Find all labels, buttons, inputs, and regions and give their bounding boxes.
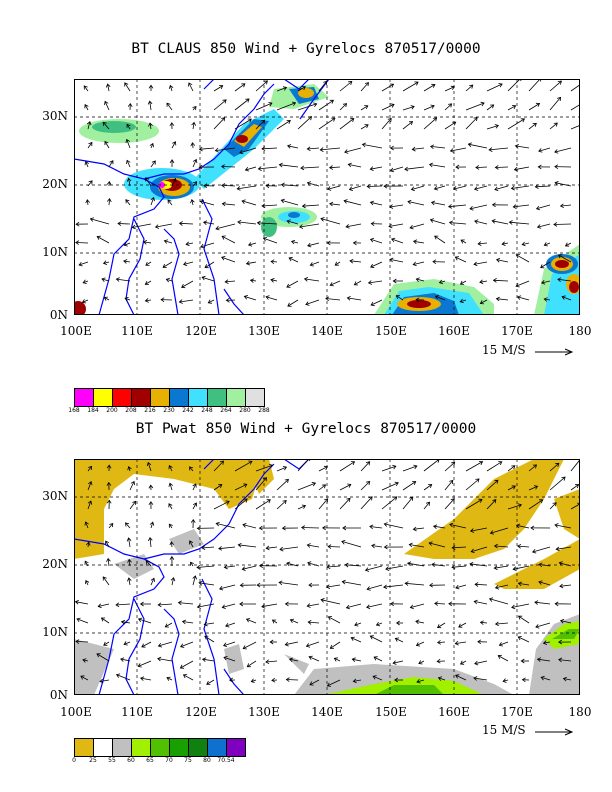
colorbar-tick-label: 0 [72, 757, 76, 764]
panel2-scale-label: 15 M/S [482, 723, 526, 737]
panel2-ytick-0n: 0N [49, 688, 68, 702]
panel2-ytick-10n: 10N [42, 625, 68, 639]
colorbar-swatch [132, 389, 151, 406]
panel1-ytick-20n: 20N [42, 177, 68, 191]
panel2-scale-arrow-icon [535, 728, 574, 736]
colorbar-tick-label: 242 [182, 407, 194, 414]
colorbar-swatch [75, 739, 94, 756]
colorbar-tick-label: 65 [146, 757, 154, 764]
panel1-ytick-0n: 0N [49, 308, 68, 322]
panel2-xtick-140e: 140E [311, 705, 343, 719]
panel1-coastline [74, 79, 330, 315]
panel2-ytick-30n: 30N [42, 489, 68, 503]
colorbar-tick-label: 184 [87, 407, 99, 414]
panel1-map-svg [74, 79, 580, 315]
panel1-xtick-170e: 170E [501, 324, 533, 338]
colorbar-tick-label: 55 [108, 757, 116, 764]
panel2-wind-vectors [74, 459, 580, 687]
colorbar-swatch [113, 389, 132, 406]
panel2-xtick-170e: 170E [501, 705, 533, 719]
panel1-cloud-field [74, 84, 580, 315]
colorbar-tick-label: 60 [127, 757, 135, 764]
colorbar-swatch [189, 389, 208, 406]
colorbar-swatch [227, 389, 246, 406]
colorbar-tick-label: 25 [89, 757, 97, 764]
panel1-scale-arrow-icon [535, 348, 574, 356]
colorbar-swatch [94, 739, 113, 756]
colorbar-tick-label: 70.54 [217, 757, 235, 764]
panel1-xtick-140e: 140E [311, 324, 343, 338]
panel2-xtick-180: 180 [568, 705, 592, 719]
colorbar-tick-label: 70 [165, 757, 173, 764]
colorbar-swatch [151, 389, 170, 406]
panel1-scale-label: 15 M/S [482, 343, 526, 357]
colorbar-swatch [113, 739, 132, 756]
colorbar-swatch [189, 739, 208, 756]
colorbar-swatch [151, 739, 170, 756]
panel1-xtick-150e: 150E [375, 324, 407, 338]
panel2-map-svg [74, 459, 580, 695]
panel2-colorbar [74, 738, 246, 757]
panel1-xtick-100e: 100E [60, 324, 92, 338]
colorbar-tick-label: 288 [258, 407, 270, 414]
panel1-gridlines [74, 79, 580, 315]
colorbar-tick-label: 200 [106, 407, 118, 414]
panel2-gridlines [74, 459, 580, 695]
panel2-xtick-100e: 100E [60, 705, 92, 719]
colorbar-swatch [132, 739, 151, 756]
panel2-xtick-150e: 150E [375, 705, 407, 719]
panel2-xtick-160e: 160E [438, 705, 470, 719]
colorbar-tick-label: 230 [163, 407, 175, 414]
colorbar-tick-label: 216 [144, 407, 156, 414]
panel1-map [74, 79, 580, 315]
colorbar-swatch [208, 739, 227, 756]
colorbar-swatch [227, 739, 245, 756]
panel2-xtick-120e: 120E [185, 705, 217, 719]
colorbar-swatch [208, 389, 227, 406]
panel2-coastline [74, 459, 310, 695]
colorbar-swatch [246, 389, 264, 406]
colorbar-tick-label: 168 [68, 407, 80, 414]
colorbar-swatch [75, 389, 94, 406]
panel1-xtick-110e: 110E [121, 324, 153, 338]
panel2-xtick-130e: 130E [248, 705, 280, 719]
panel1-xtick-180: 180 [568, 324, 592, 338]
colorbar-tick-label: 280 [239, 407, 251, 414]
panel2-pwat-field [74, 459, 580, 695]
colorbar-tick-label: 75 [184, 757, 192, 764]
panel1-ytick-10n: 10N [42, 245, 68, 259]
panel2-ytick-20n: 20N [42, 557, 68, 571]
colorbar-swatch [170, 389, 189, 406]
colorbar-tick-label: 208 [125, 407, 137, 414]
colorbar-tick-label: 248 [201, 407, 213, 414]
panel1-ytick-30n: 30N [42, 109, 68, 123]
colorbar-tick-label: 264 [220, 407, 232, 414]
panel1-colorbar [74, 388, 265, 407]
panel1-xtick-120e: 120E [185, 324, 217, 338]
panel2-map [74, 459, 580, 695]
colorbar-swatch [94, 389, 113, 406]
panel1-title: BT CLAUS 850 Wind + Gyrelocs 870517/0000 [131, 41, 481, 57]
panel2-xtick-110e: 110E [121, 705, 153, 719]
colorbar-swatch [170, 739, 189, 756]
panel2-title: BT Pwat 850 Wind + Gyrelocs 870517/0000 [135, 421, 477, 437]
panel1-xtick-160e: 160E [438, 324, 470, 338]
panel1-xtick-130e: 130E [248, 324, 280, 338]
colorbar-tick-label: 80 [203, 757, 211, 764]
panel1-wind-vectors [75, 79, 580, 307]
